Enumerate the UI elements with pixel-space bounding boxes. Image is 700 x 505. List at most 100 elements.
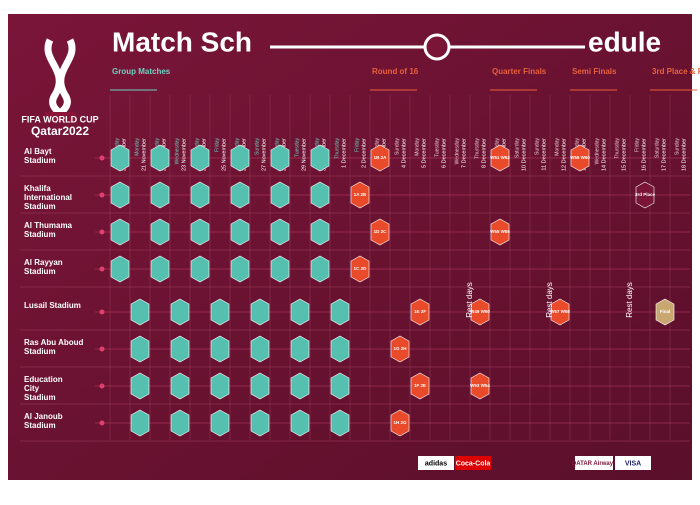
date-day: 10 December — [521, 138, 527, 171]
stadium-name: Al Janoub Stadium — [24, 412, 63, 430]
date-day: 5 December — [421, 138, 427, 168]
date-day: 2 December — [361, 138, 367, 168]
date-weekday: Friday — [634, 138, 640, 152]
date-day: 17 December — [661, 138, 667, 171]
rest-days: Rest days — [625, 282, 634, 318]
knockout-match — [390, 335, 410, 363]
knockout-match — [550, 298, 570, 326]
date-day: 27 November — [261, 138, 267, 171]
sponsor-name: VISA — [625, 460, 641, 467]
group-match — [230, 181, 250, 209]
date-weekday: Thursday — [474, 138, 480, 159]
group-match — [170, 335, 190, 363]
date-weekday: Thursday — [614, 138, 620, 159]
knockout-match — [410, 372, 430, 400]
logo-text: FIFA WORLD CUP — [21, 114, 98, 124]
group-match — [150, 181, 170, 209]
logo — [44, 38, 76, 123]
match-label: 1F 2E — [414, 383, 426, 388]
match-label: Final — [660, 309, 671, 314]
date-weekday: Sunday — [534, 138, 540, 155]
knockout-match — [490, 218, 510, 246]
stage-label: Group Matches — [112, 67, 171, 76]
date-day: 12 December — [561, 138, 567, 171]
match-label: W57 W58 — [550, 309, 570, 314]
row-dot — [99, 192, 105, 198]
group-match — [210, 298, 230, 326]
date-weekday: Friday — [354, 138, 360, 152]
date-day: 25 November — [221, 138, 227, 171]
date-weekday: Monday — [414, 138, 420, 156]
date-day: 23 November — [181, 138, 187, 171]
group-match — [190, 255, 210, 283]
group-match — [170, 372, 190, 400]
knockout-match — [470, 372, 490, 400]
stadium-name: Education City Stadium — [24, 375, 63, 402]
group-match — [290, 409, 310, 437]
knockout-match — [410, 298, 430, 326]
date-day: 1 December — [341, 138, 347, 168]
group-match — [270, 181, 290, 209]
group-match — [230, 218, 250, 246]
row-dot — [99, 155, 105, 161]
date-day: 21 November — [141, 138, 147, 171]
stadium-name: Al Thumama Stadium — [24, 221, 73, 239]
date-day: 7 December — [461, 138, 467, 168]
date-day: 16 December — [641, 138, 647, 171]
group-match — [250, 335, 270, 363]
match-label: 1C 2D — [354, 266, 368, 271]
row-dot — [99, 420, 105, 426]
rest-days: Rest days — [465, 282, 474, 318]
knockout-match — [655, 298, 675, 326]
title: edule — [588, 26, 661, 57]
knockout-match — [390, 409, 410, 437]
sponsor-box — [455, 456, 491, 470]
group-match — [150, 255, 170, 283]
stage-label: Quarter Finals — [492, 67, 547, 76]
date-weekday: Tuesday — [434, 138, 440, 157]
stadium-name: Ras Abu Aboud Stadium — [24, 338, 84, 356]
group-match — [330, 335, 350, 363]
date-weekday: Monday — [134, 138, 140, 156]
group-match — [110, 181, 130, 209]
match-label: W53 W54 — [470, 383, 490, 388]
knockout-match — [570, 144, 590, 172]
group-match — [270, 218, 290, 246]
date-weekday: Tuesday — [294, 138, 300, 157]
group-match — [190, 218, 210, 246]
date-weekday: Sunday — [674, 138, 680, 155]
group-match — [230, 144, 250, 172]
row-dot — [99, 229, 105, 235]
match-label: W49 W50 — [470, 309, 490, 314]
group-match — [210, 372, 230, 400]
sponsor-box — [418, 456, 454, 470]
group-match — [130, 372, 150, 400]
date-weekday: Monday — [554, 138, 560, 156]
group-match — [110, 144, 130, 172]
group-match — [190, 144, 210, 172]
date-weekday: Sunday — [394, 138, 400, 155]
group-match — [310, 181, 330, 209]
stage-label: 3rd Place & Final — [652, 67, 700, 76]
sponsor-name: Coca-Cola — [456, 460, 491, 467]
date-weekday: Wednesday — [594, 138, 600, 165]
knockout-match — [350, 255, 370, 283]
group-match — [110, 218, 130, 246]
group-match — [150, 218, 170, 246]
group-match — [310, 255, 330, 283]
group-match — [210, 409, 230, 437]
date-day: 18 December — [681, 138, 687, 171]
date-day: 4 December — [401, 138, 407, 168]
rest-days: Rest days — [545, 282, 554, 318]
stadium-name: Khalifa International Stadium — [24, 184, 72, 211]
logo-text: Qatar2022 — [31, 124, 89, 138]
group-match — [270, 255, 290, 283]
stage-label: Round of 16 — [372, 67, 419, 76]
knockout-match — [490, 144, 510, 172]
date-weekday: Wednesday — [454, 138, 460, 165]
group-match — [170, 409, 190, 437]
date-day: 6 December — [441, 138, 447, 168]
date-weekday: Friday — [214, 138, 220, 152]
knockout-match — [350, 181, 370, 209]
group-match — [130, 409, 150, 437]
